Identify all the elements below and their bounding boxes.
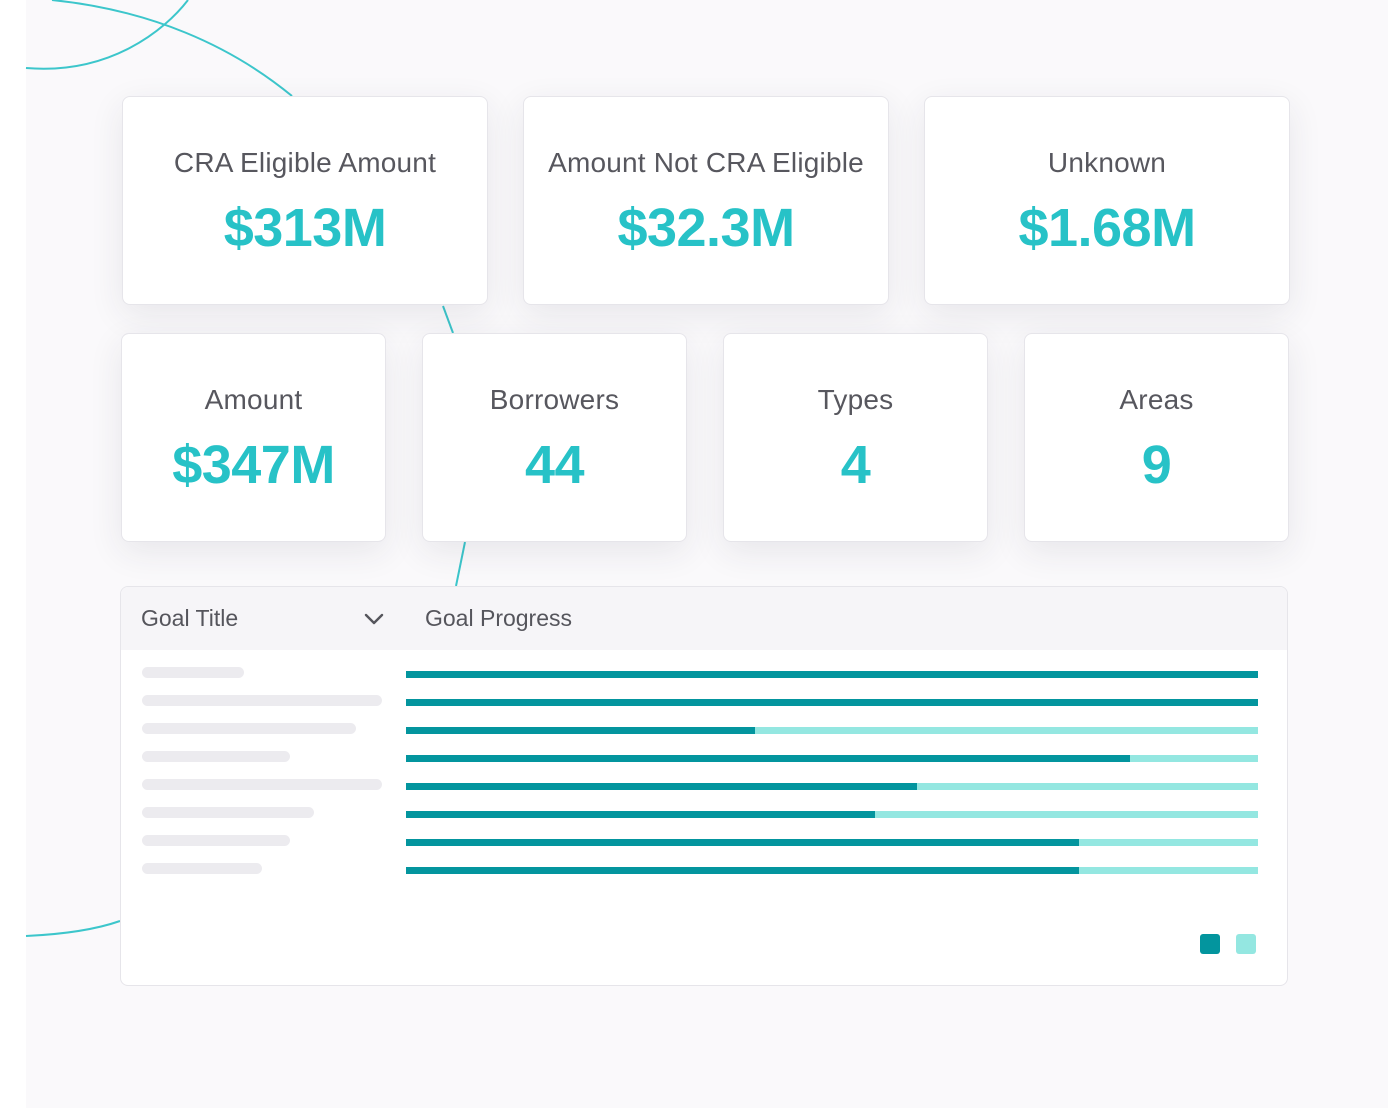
goal-progress-bar — [406, 727, 1258, 734]
stat-card-not-cra-eligible: Amount Not CRA Eligible $32.3M — [523, 96, 889, 305]
stat-card-borrowers: Borrowers 44 — [422, 333, 687, 542]
stat-value: 9 — [1141, 435, 1172, 495]
stat-value: 44 — [524, 435, 585, 495]
goal-progress-bar — [406, 671, 1258, 678]
goal-progress-fill — [406, 811, 875, 818]
goal-title-placeholder — [142, 779, 382, 790]
goal-progress-fill — [406, 699, 1258, 706]
goal-progress-bar — [406, 839, 1258, 846]
stat-label: Amount — [204, 384, 303, 415]
chevron-down-icon[interactable] — [363, 609, 385, 629]
goal-progress-fill — [406, 867, 1080, 874]
goal-progress-fill — [406, 755, 1131, 762]
goal-title-placeholder — [142, 667, 244, 678]
stat-value: $347M — [172, 435, 335, 495]
goal-progress-bar — [406, 867, 1258, 874]
goal-progress-bar — [406, 755, 1258, 762]
goal-progress-column-header: Goal Progress — [425, 605, 573, 631]
legend-achieved-swatch — [1200, 934, 1220, 954]
stat-label: Borrowers — [489, 384, 620, 415]
stat-card-cra-eligible: CRA Eligible Amount $313M — [122, 96, 488, 305]
goal-title-placeholder — [142, 751, 290, 762]
goal-title-placeholder — [142, 807, 314, 818]
stat-value: $32.3M — [617, 198, 795, 258]
goal-progress-bar — [406, 811, 1258, 818]
goals-table-header: Goal Title Goal Progress — [121, 587, 1287, 650]
goal-title-placeholder — [142, 695, 382, 706]
stat-label: CRA Eligible Amount — [173, 147, 437, 178]
stat-label: Types — [817, 384, 894, 415]
goal-progress-bar — [406, 699, 1258, 706]
stat-value: $313M — [223, 198, 387, 258]
goal-progress-fill — [406, 671, 1258, 678]
stat-label: Unknown — [1047, 147, 1167, 178]
stat-label: Amount Not CRA Eligible — [548, 147, 864, 178]
legend-remaining-swatch — [1236, 934, 1256, 954]
goal-title-placeholder — [142, 723, 356, 734]
goal-title-column-header[interactable]: Goal Title — [141, 605, 239, 631]
goal-title-placeholder — [142, 835, 290, 846]
goal-progress-fill — [406, 727, 756, 734]
goal-progress-fill — [406, 839, 1080, 846]
stat-card-types: Types 4 — [723, 333, 988, 542]
goal-title-placeholder — [142, 863, 262, 874]
stat-card-amount: Amount $347M — [121, 333, 386, 542]
goals-panel: Goal Title Goal Progress — [120, 586, 1288, 986]
goal-progress-fill — [406, 783, 918, 790]
stat-card-unknown: Unknown $1.68M — [924, 96, 1290, 305]
stat-value: 4 — [840, 435, 871, 495]
stat-value: $1.68M — [1018, 198, 1196, 258]
goal-progress-bar — [406, 783, 1258, 790]
stat-card-areas: Areas 9 — [1024, 333, 1289, 542]
stat-label: Areas — [1119, 384, 1194, 415]
